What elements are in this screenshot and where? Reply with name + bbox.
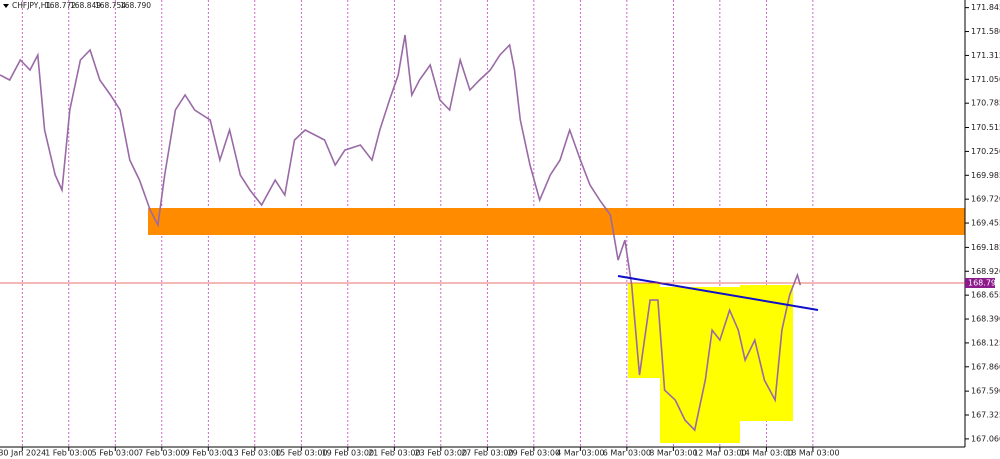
y-tick-label: 168.655: [971, 291, 1000, 300]
y-tick-label: 171.580: [971, 27, 1000, 36]
x-tick-label: 23 Feb 03:00: [415, 449, 467, 458]
price-line: [0, 34, 802, 432]
y-tick-label: 167.325: [971, 411, 1000, 420]
y-tick-label: 171.845: [971, 3, 1000, 12]
x-tick-label: 8 Mar 03:00: [649, 449, 697, 458]
resistance-zone: [148, 208, 965, 235]
y-tick-label: 169.185: [971, 243, 1000, 252]
x-tick-label: 13 Feb 03:00: [229, 449, 281, 458]
x-tick-label: 21 Feb 03:00: [368, 449, 420, 458]
last-price-tag: [965, 277, 995, 288]
neckline: [617, 275, 819, 311]
y-tick-label: 167.590: [971, 387, 1000, 396]
last-price-label: 168.790: [968, 278, 1000, 287]
x-tick-label: 6 Mar 03:00: [603, 449, 651, 458]
x-tick-label: 30 Jan 2024: [0, 449, 46, 458]
open-label: 168.772: [45, 1, 76, 10]
x-tick-label: 18 Mar 03:00: [786, 449, 839, 458]
y-tick-label: 169.455: [971, 219, 1000, 228]
y-tick-label: 170.250: [971, 147, 1000, 156]
y-tick-label: 168.125: [971, 338, 1000, 347]
x-tick-label: 7 Feb 03:00: [138, 449, 185, 458]
x-tick-label: 12 Mar 03:00: [693, 449, 746, 458]
y-tick-label: 168.390: [971, 315, 1000, 324]
y-tick-label: 167.060: [971, 434, 1000, 443]
y-tick-label: 171.315: [971, 51, 1000, 60]
head: [660, 287, 740, 443]
x-tick-label: 29 Feb 03:00: [508, 449, 560, 458]
header-icon: [3, 4, 9, 8]
x-tick-label: 27 Feb 03:00: [461, 449, 513, 458]
low-label: 168.754: [95, 1, 126, 10]
x-tick-label: 9 Feb 03:00: [185, 449, 232, 458]
x-tick-label: 4 Mar 03:00: [556, 449, 604, 458]
x-tick-label: 5 Feb 03:00: [92, 449, 139, 458]
plot: [0, 34, 802, 432]
x-tick-label: 1 Feb 03:00: [45, 449, 92, 458]
x-tick-label: 14 Mar 03:00: [740, 449, 793, 458]
header: CHFJPY,H1 168.772 168.849 168.754 168.79…: [3, 1, 151, 10]
y-tick-label: 170.515: [971, 123, 1000, 132]
y-tick-label: 169.985: [971, 171, 1000, 180]
y-tick-label: 168.920: [971, 267, 1000, 276]
y-tick-label: 171.050: [971, 75, 1000, 84]
close-label: 168.790: [120, 1, 151, 10]
y-tick-label: 169.720: [971, 195, 1000, 204]
high-label: 168.849: [70, 1, 101, 10]
x-tick-label: 15 Feb 03:00: [275, 449, 327, 458]
y-tick-label: 167.860: [971, 362, 1000, 371]
x-tick-label: 19 Feb 03:00: [322, 449, 374, 458]
symbol: CHFJPY,H1: [12, 1, 51, 10]
y-tick-label: 170.785: [971, 99, 1000, 108]
